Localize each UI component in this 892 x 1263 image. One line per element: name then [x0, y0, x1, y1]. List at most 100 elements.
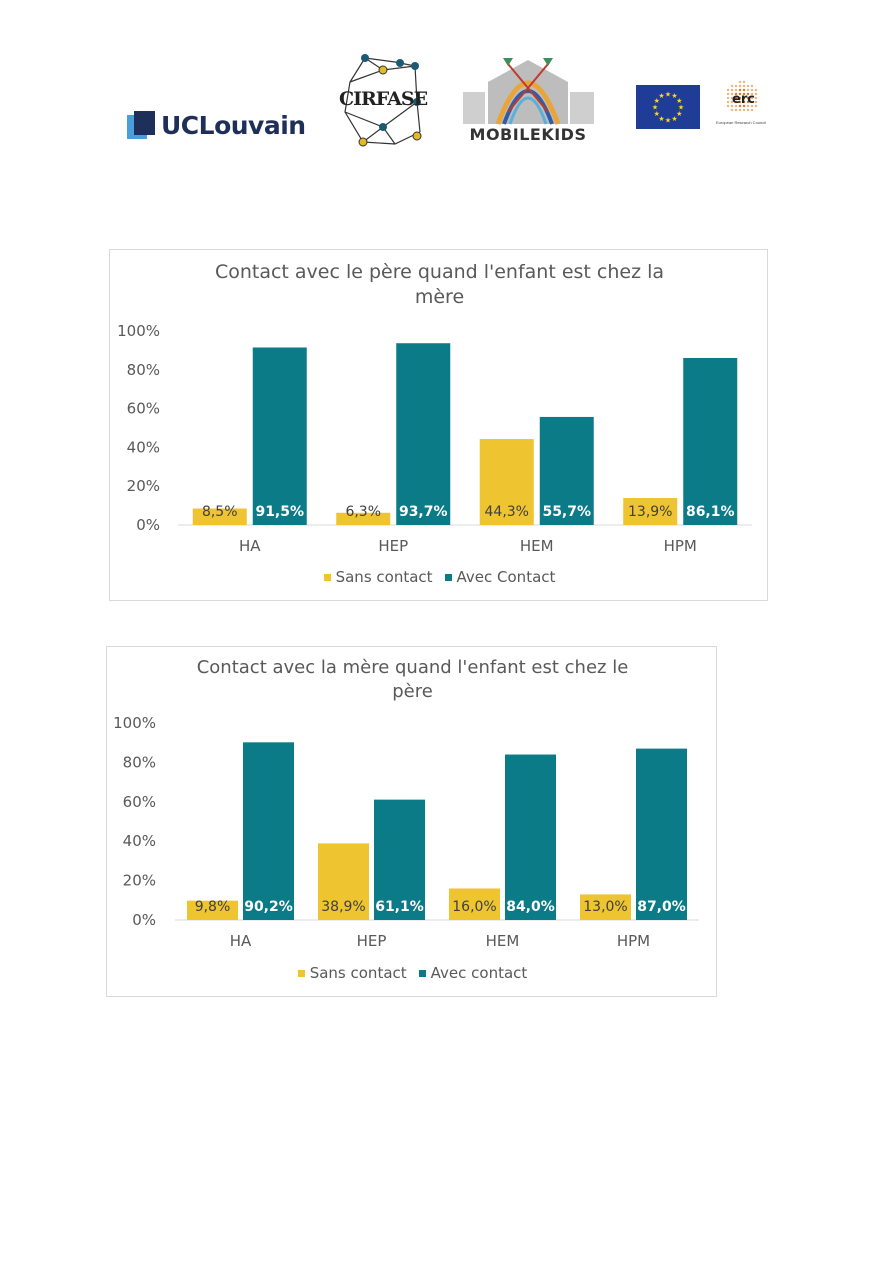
data-label: 13,0%: [583, 899, 627, 915]
legend-label: Avec Contact: [456, 568, 556, 586]
bar-sans-contact: [336, 512, 391, 525]
uclouvain-wordmark: UCLouvain: [161, 110, 306, 140]
svg-text:★: ★: [652, 104, 658, 112]
y-tick-label: 20%: [127, 477, 160, 495]
svg-text:★: ★: [654, 97, 660, 105]
x-category-label: HEM: [520, 537, 554, 555]
y-tick-label: 60%: [127, 400, 160, 418]
data-label: 61,1%: [375, 899, 424, 915]
y-tick-label: 40%: [127, 438, 160, 456]
uclouvain-mark-icon: [127, 111, 155, 139]
y-tick-label: 100%: [113, 714, 156, 732]
bar-plot: 0% 20% 40% 60% 80% 100% HA 9,8% 90,2% HEP 38,9% 61,…: [113, 714, 699, 950]
svg-text:★: ★: [658, 92, 664, 100]
y-tick-label: 40%: [123, 832, 156, 850]
legend-item-sans-contact: Sans contact: [323, 568, 433, 586]
bar-avec-contact: [374, 799, 425, 920]
svg-text:★: ★: [665, 117, 671, 125]
bar-sans-contact: [449, 888, 500, 920]
data-label: 38,9%: [321, 899, 365, 915]
data-label: 55,7%: [542, 504, 591, 520]
bar-avec-contact: [396, 343, 451, 525]
svg-text:★: ★: [676, 110, 682, 118]
mobilekids-logo: MOBILEKIDS: [458, 52, 598, 144]
legend-swatch-avec: [444, 573, 452, 581]
y-tick-label: 60%: [123, 793, 156, 811]
erc-subtitle: European Research Council: [715, 120, 767, 125]
erc-logo: erc European Research Council: [706, 78, 776, 138]
data-label: 86,1%: [686, 504, 735, 520]
eu-flag-logo: ★ ★ ★ ★ ★ ★ ★ ★ ★ ★ ★ ★: [636, 85, 700, 129]
bar-sans-contact: [580, 894, 631, 920]
svg-text:★: ★: [665, 91, 671, 99]
svg-text:★: ★: [654, 110, 660, 118]
chart-title: Contact avec la mère quand l'enfant est …: [196, 657, 629, 702]
y-tick-label: 20%: [123, 872, 156, 890]
eu-stars-icon: ★★★★★★★★★ ★ ★★: [652, 91, 684, 125]
svg-text:★: ★: [676, 97, 682, 105]
legend-swatch-avec: [418, 969, 426, 977]
bar-avec-contact: [636, 748, 687, 920]
x-category-label: HEP: [378, 537, 408, 555]
cirfase-logo: CIRFASE: [335, 52, 430, 150]
data-label: 93,7%: [399, 504, 448, 520]
x-category-label: HA: [239, 537, 261, 555]
data-label: 84,0%: [506, 899, 555, 915]
legend-item-avec-contact: Avec Contact: [444, 568, 556, 586]
legend-label: Sans contact: [309, 964, 407, 982]
x-category-label: HA: [230, 932, 252, 950]
bar-avec-contact: [243, 742, 294, 920]
svg-text:★: ★: [671, 92, 677, 100]
bar-avec-contact: [683, 357, 738, 525]
bar-avec-contact: [539, 416, 594, 525]
x-category-label: HPM: [664, 537, 697, 555]
data-label: 44,3%: [485, 504, 529, 520]
x-category-label: HEM: [486, 932, 520, 950]
bar-avec-contact: [505, 754, 556, 920]
chart-contact-mere: Contact avec la mère quand l'enfant est …: [106, 646, 717, 997]
y-tick-label: 100%: [117, 322, 160, 340]
x-category-label: HPM: [617, 932, 650, 950]
data-label: 6,3%: [345, 504, 381, 520]
y-tick-label: 80%: [123, 753, 156, 771]
bar-sans-contact: [318, 843, 369, 920]
chart-legend: Sans contact Avec Contact: [110, 568, 769, 586]
data-label: 87,0%: [637, 899, 686, 915]
bar-sans-contact: [187, 900, 238, 920]
erc-dots-icon: [726, 80, 758, 112]
network-icon: [344, 54, 422, 147]
svg-text:★: ★: [658, 115, 664, 123]
bar-sans-contact: [192, 508, 247, 525]
bar-sans-contact: [623, 498, 678, 525]
x-category-label: HEP: [357, 932, 387, 950]
svg-text:★: ★: [671, 115, 677, 123]
legend-swatch-sans: [323, 573, 331, 581]
data-label: 91,5%: [255, 504, 304, 520]
y-tick-label: 0%: [132, 911, 156, 929]
y-tick-label: 80%: [127, 361, 160, 379]
mobilekids-emblem-icon: [463, 58, 594, 125]
uclouvain-logo: UCLouvain: [127, 108, 306, 142]
data-label: 16,0%: [452, 899, 496, 915]
bar-plot: 0% 20% 40% 60% 80% 100% HA 8,5% 91,5% HEP 6,3% 93,7…: [117, 322, 752, 555]
legend-label: Sans contact: [335, 568, 433, 586]
erc-wordmark: erc: [732, 92, 755, 107]
chart-contact-pere: Contact avec le père quand l'enfant est …: [109, 249, 768, 601]
y-tick-label: 0%: [136, 516, 160, 534]
legend-item-avec-contact: Avec contact: [418, 964, 528, 982]
cirfase-wordmark: CIRFASE: [339, 88, 428, 110]
bar-sans-contact: [479, 439, 534, 525]
data-label: 13,9%: [628, 504, 672, 520]
data-label: 9,8%: [195, 899, 231, 915]
logo-header: UCLouvain CIRFASE MOBIL: [0, 0, 892, 170]
chart-title: Contact avec le père quand l'enfant est …: [214, 261, 665, 308]
data-label: 8,5%: [202, 504, 238, 520]
bar-avec-contact: [252, 347, 307, 525]
mobilekids-wordmark: MOBILEKIDS: [469, 125, 587, 144]
legend-item-sans-contact: Sans contact: [297, 964, 407, 982]
legend-swatch-sans: [297, 969, 305, 977]
data-label: 90,2%: [244, 899, 293, 915]
legend-label: Avec contact: [430, 964, 528, 982]
svg-text:★: ★: [678, 104, 684, 112]
chart-legend: Sans contact Avec contact: [107, 964, 718, 982]
